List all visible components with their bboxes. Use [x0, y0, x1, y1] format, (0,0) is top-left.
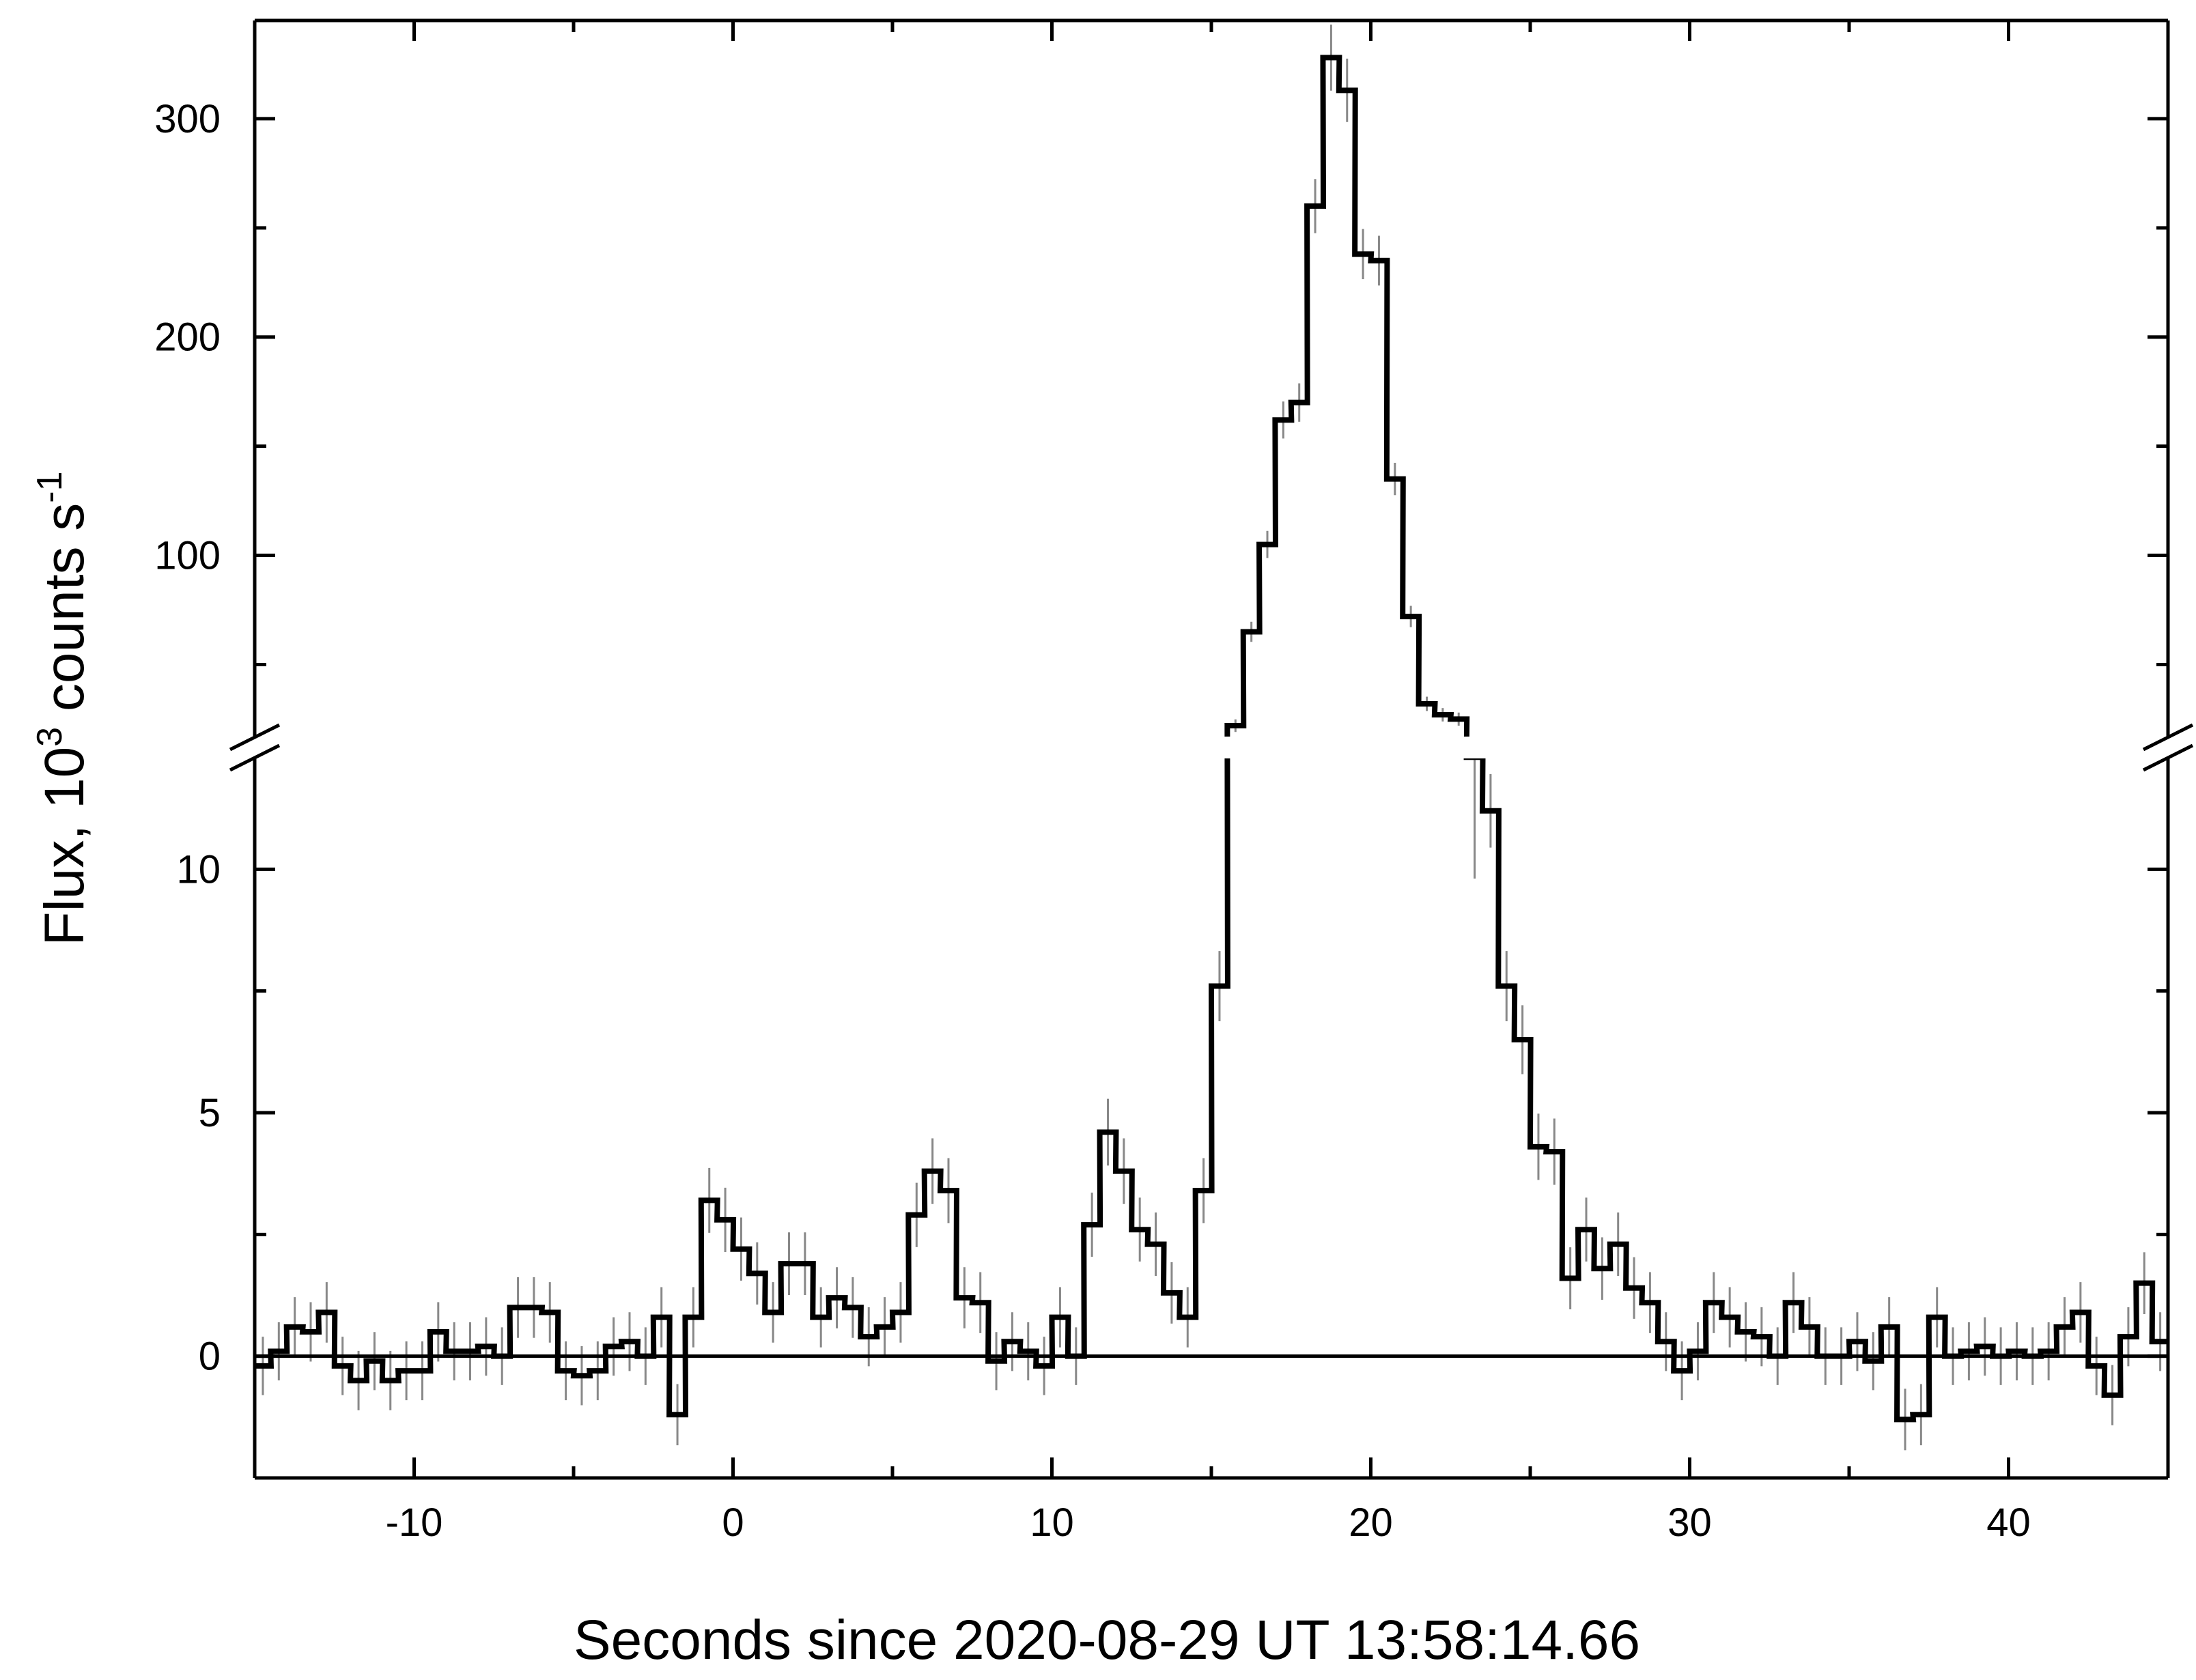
- y-axis-title-superscript: 3: [30, 727, 70, 747]
- axis-break-mark: [229, 723, 281, 752]
- flux-step-line: [255, 55, 2168, 1423]
- axis-break-mask: [248, 737, 2175, 758]
- y-axis-title-superscript: -1: [30, 471, 70, 502]
- y-axis-title-text: counts s: [33, 503, 96, 727]
- y-tick-label: 200: [154, 315, 221, 360]
- x-tick-label: -10: [386, 1500, 443, 1545]
- y-axis-title-text: Flux, 10: [33, 747, 96, 946]
- y-tick-label: 300: [154, 97, 221, 141]
- y-tick-label: 5: [199, 1091, 221, 1135]
- y-tick-label: 10: [176, 847, 221, 892]
- x-tick-label: 30: [1667, 1500, 1712, 1545]
- y-axis-title: Flux, 103 counts s-1: [30, 471, 96, 945]
- axis-break-mark: [2142, 743, 2194, 772]
- axis-break-gap: [248, 737, 2175, 758]
- x-axis-ticks: -10 0 10 20 30 40: [253, 20, 2170, 1545]
- x-tick-label: 0: [722, 1500, 744, 1545]
- axis-break-mark: [229, 743, 281, 772]
- x-axis-title: Seconds since 2020-08-29 UT 13:58:14.66: [574, 1609, 1640, 1671]
- x-tick-label: 20: [1349, 1500, 1393, 1545]
- y-tick-label: 0: [199, 1335, 221, 1379]
- axis-break-mark: [2142, 723, 2194, 752]
- x-tick-label: 40: [1986, 1500, 2031, 1545]
- y-axis-ticks: 0 5 10 100 200 300: [154, 97, 2168, 1379]
- x-tick-label: 10: [1030, 1500, 1074, 1545]
- y-tick-label: 100: [154, 534, 221, 578]
